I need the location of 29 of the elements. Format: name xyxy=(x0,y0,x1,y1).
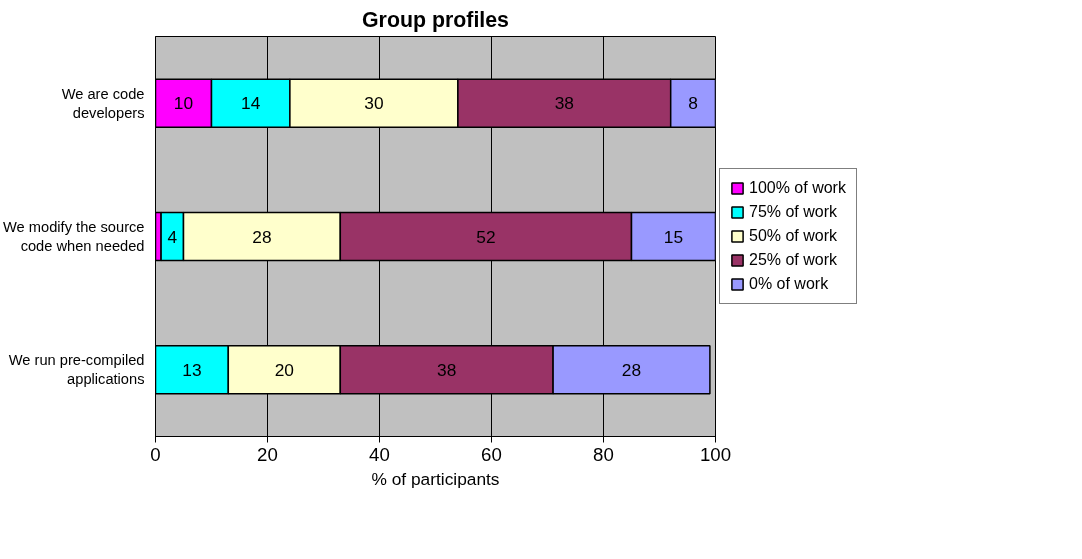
x-tick-label: 80 xyxy=(593,443,614,465)
data-label: 13 xyxy=(182,359,202,380)
data-label: 4 xyxy=(167,226,178,247)
y-tick-label: We are code developers xyxy=(61,85,145,121)
chart-title: Group profiles xyxy=(362,7,509,32)
data-label: 8 xyxy=(688,93,698,114)
x-tick-label: 60 xyxy=(481,443,502,465)
data-label: 14 xyxy=(241,93,261,114)
data-label: 38 xyxy=(554,93,574,114)
data-label: 10 xyxy=(173,93,194,114)
legend-label: 25% of work xyxy=(749,251,838,269)
data-label: 28 xyxy=(621,359,642,380)
x-tick-label: 100 xyxy=(699,443,732,465)
x-tick-label: 40 xyxy=(369,443,390,465)
x-tick-label: 0 xyxy=(150,443,161,465)
y-tick-label: We modify the source code when needed xyxy=(3,218,145,255)
data-label: 52 xyxy=(476,226,496,247)
x-axis-title: % of participants xyxy=(371,468,500,489)
y-tick-label: We run pre-compiled applications xyxy=(8,352,145,388)
x-tick-label: 20 xyxy=(257,443,278,465)
data-label: 38 xyxy=(437,359,457,380)
legend-label: 0% of work xyxy=(749,275,829,293)
data-label: 15 xyxy=(663,226,684,247)
legend-label: 50% of work xyxy=(749,227,838,245)
legend-label: 75% of work xyxy=(749,203,838,221)
data-label: 30 xyxy=(364,93,384,114)
data-label: 20 xyxy=(274,359,294,380)
data-label: 28 xyxy=(252,226,272,247)
legend-label: 100% of work xyxy=(749,179,846,197)
